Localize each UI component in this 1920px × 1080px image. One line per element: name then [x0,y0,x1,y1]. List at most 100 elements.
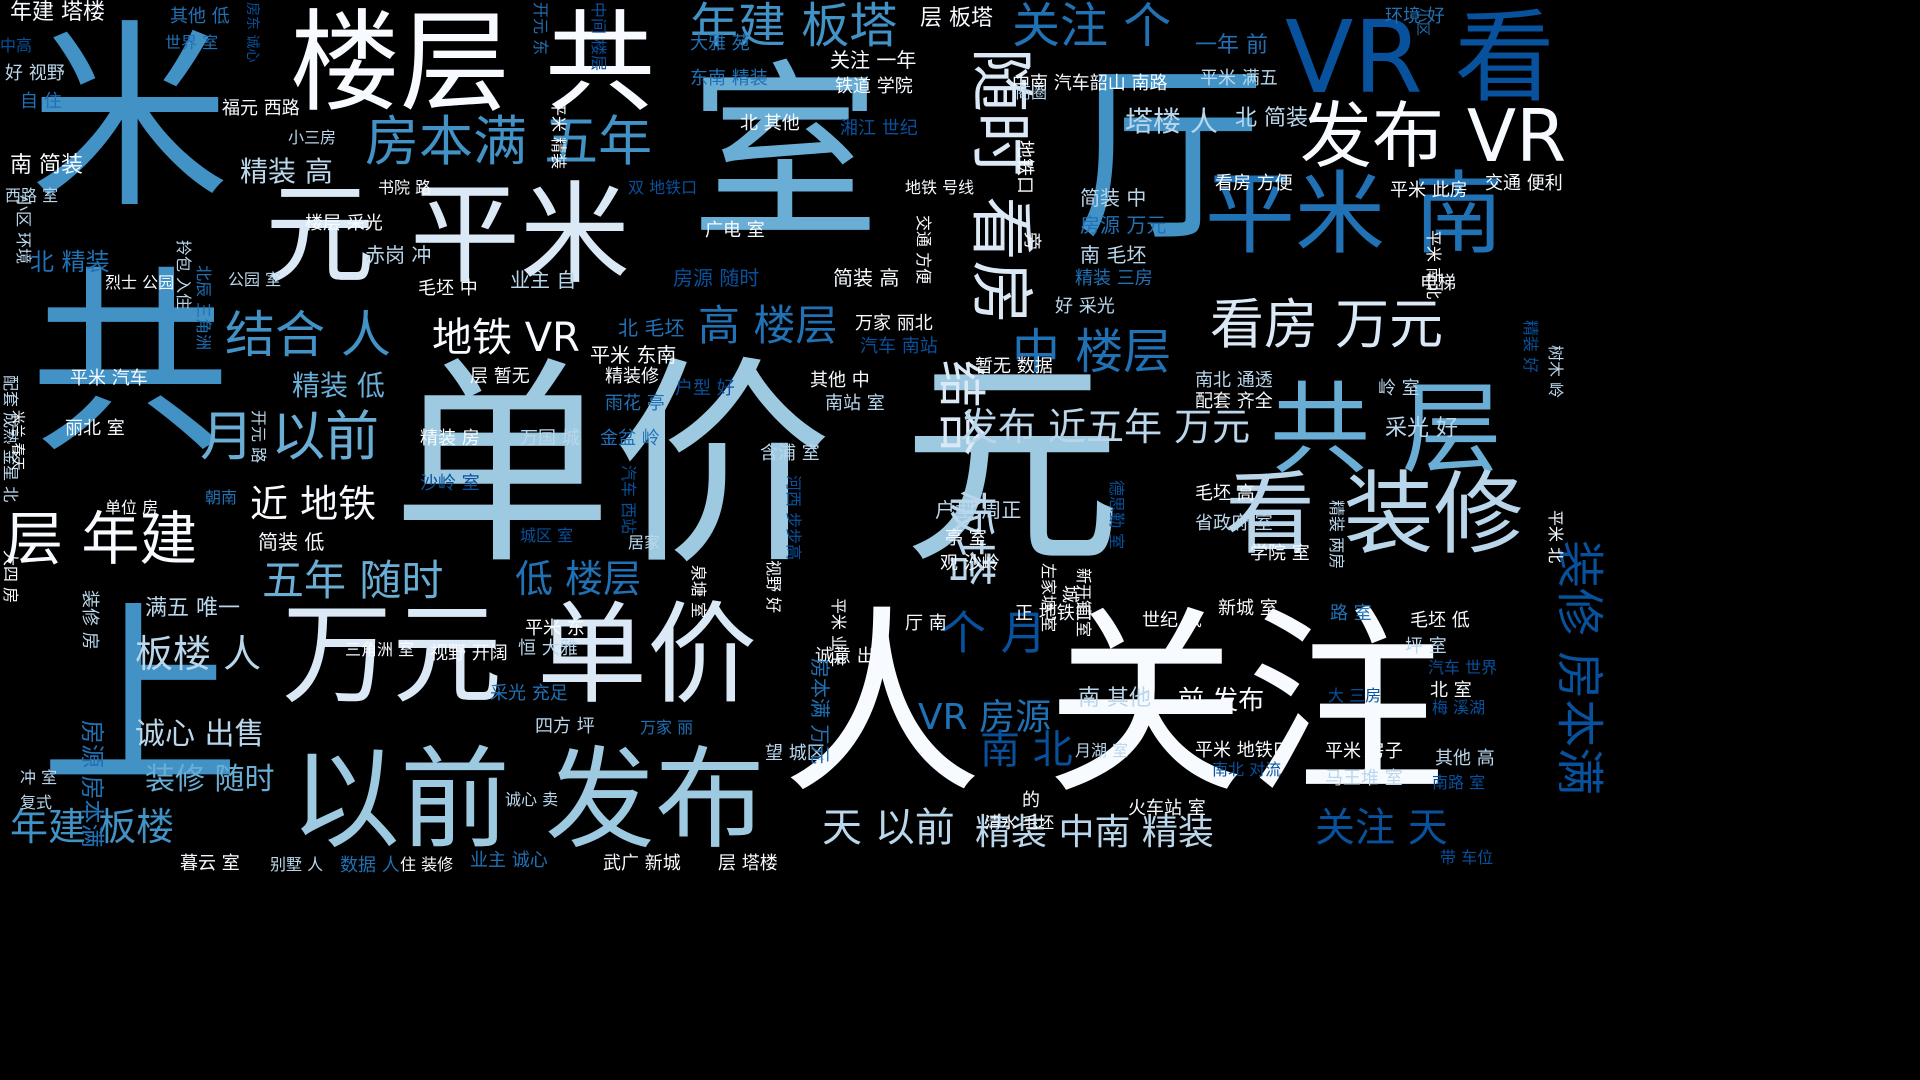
cloud-word: 采光 好 [1385,416,1458,441]
cloud-word: 的 [1022,790,1040,811]
cloud-word: 层 塔楼 [718,853,778,874]
cloud-word: 小三房 [288,128,337,147]
cloud-word: 金盆 岭 [600,428,660,449]
cloud-word: 带 车位 [1440,848,1494,867]
cloud-word: 天 以前 [822,805,955,851]
cloud-word: 含浦 室 [760,443,820,464]
cloud-word: 楼层 共 [290,0,655,127]
cloud-word: 赤岗 冲 [365,243,432,267]
cloud-word: 世纪 城 [1142,610,1202,631]
cloud-word: 层 年建 [5,505,198,573]
cloud-word: 诚意 出售 [815,646,893,667]
cloud-word: 沙岭 室 [420,473,480,494]
cloud-word: 层 暂无 [470,366,530,387]
cloud-word: 烈士 公园 [105,273,175,292]
cloud-word: 大雅 苑 [690,33,750,54]
cloud-word: 汽车 西站 [619,465,638,535]
cloud-word: 南站 室 [825,393,885,414]
cloud-word: 人 关注 [782,589,1446,822]
cloud-word: 南 毛坯 [1080,243,1147,267]
cloud-word: 平米 地铁口 [1195,740,1291,761]
cloud-word: 省政府 室 [1195,513,1273,534]
cloud-word: 发布 近五年 万元 [960,405,1251,449]
cloud-word: 居家 [628,533,661,552]
cloud-word: 泉塘 室 [689,565,708,619]
cloud-word: 精装 低 [292,369,385,402]
cloud-word: 平米 北 [1546,510,1565,564]
cloud-word: 清水 毛坯 [985,813,1055,832]
cloud-word: 以前 发布 [290,736,765,864]
cloud-word: 层 板塔 [920,6,993,31]
cloud-word: 年建 板塔 [690,0,898,54]
cloud-word: 开元 路 [249,410,268,464]
cloud-word: 业主 自 [510,268,577,292]
cloud-word: 交通 方便 [914,215,933,285]
cloud-word: VR 看 [1285,0,1555,116]
cloud-word: 武广 新城 [603,853,681,874]
cloud-word: 上 [40,583,241,816]
cloud-word: 米兰 春天 [9,410,25,471]
cloud-word: 雨花 亭 [605,393,665,414]
cloud-word: 旁 [1021,232,1042,250]
cloud-word: 亭 室 [945,528,987,549]
cloud-word: 月湖 室 [1075,741,1129,760]
cloud-word: 朝南 [205,488,238,507]
cloud-word: 北 其他 [740,113,800,134]
cloud-word: 树木 岭 [1546,345,1565,399]
cloud-word: 共 层 [1270,371,1502,488]
cloud-word: 正 地铁口 [1015,603,1093,624]
cloud-word: 南 其他 [1078,686,1151,711]
cloud-word: 板楼 人 [135,632,262,676]
cloud-word: 平米 满五 [1200,68,1278,89]
cloud-word: 自 住 [20,91,62,112]
cloud-word: 中 楼层 [1012,324,1172,380]
cloud-word: 前 发布 [1178,686,1265,716]
cloud-word: 地铁口 [1014,140,1035,194]
cloud-word: 北 精装 [30,248,110,276]
cloud-word: 南北 对流 [1212,760,1282,779]
cloud-word: 精装 房 [420,428,480,449]
cloud-word: 岭 室 [1378,378,1420,399]
cloud-word: 楼层 采光 [305,213,383,234]
cloud-word: 简装 高 [833,266,900,290]
cloud-word: 商圈 [1015,83,1048,102]
cloud-word: 福元 西路 [222,98,300,119]
cloud-word: 厅 南 [905,613,947,634]
cloud-word: 环境 好 [1385,6,1445,27]
cloud-word: 视野 好 [764,560,783,614]
cloud-word: 三角洲 室 [345,640,415,659]
cloud-word: 开元 东 [531,2,550,56]
cloud-word: 平米 南 [1205,162,1504,267]
cloud-word: 电梯 [1420,273,1456,294]
cloud-word: 毛坯 中 [418,278,478,299]
cloud-word: 公园 室 [228,270,282,289]
cloud-word: 新开铺 室 [1074,568,1093,638]
cloud-word: 马王堆 室 [1325,768,1403,789]
cloud-word: 北 简装 [1235,106,1308,131]
cloud-word: 小区 [1414,8,1430,36]
cloud-word: 房源 万元 [1080,213,1167,237]
cloud-word: 平米 东南 [590,343,677,367]
cloud-word: 南 北 [980,727,1073,773]
cloud-word: 城区 室 [520,526,574,545]
cloud-word: 关注 个 [1012,0,1172,54]
cloud-word: 万国 城 [520,428,580,449]
cloud-word: 平米 南北 [1424,230,1443,300]
cloud-word: 河西 步步高 [784,475,803,561]
cloud-word: 诚心 出售 [135,717,265,752]
cloud-word: 丽北 室 [65,418,125,439]
cloud-word: 配套 齐全 [1195,391,1273,412]
cloud-word: 月 以前 [200,405,380,468]
cloud-word: 业主 诚心 [470,850,548,871]
cloud-word: 双 地铁口 [628,178,698,197]
cloud-word: 元 平米 [265,171,630,299]
cloud-word: 暂无 数据 [975,356,1053,377]
cloud-word: 装修 房 [79,590,100,650]
cloud-word: 万家 丽 [640,718,694,737]
cloud-word: 大四 房 [1,550,20,604]
cloud-word: 装修 随时 [145,762,275,797]
cloud-word: 汽车 世界 [1428,658,1498,677]
cloud-word: 精装 三房 [1075,268,1153,289]
cloud-word: 年建 板楼 [10,805,175,849]
cloud-word: 世界 室 [165,33,219,52]
